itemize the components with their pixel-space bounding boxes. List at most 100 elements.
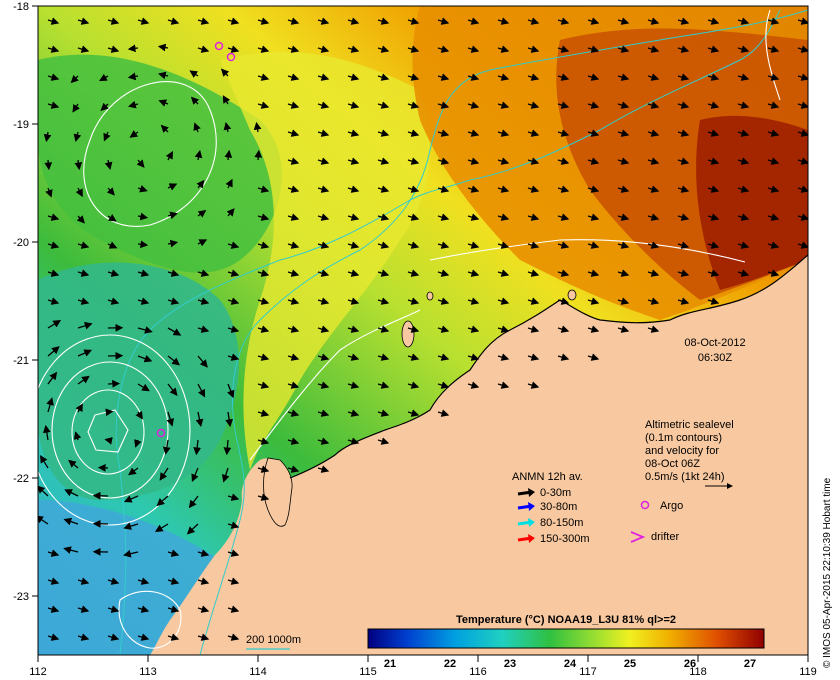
legend-arrowhead — [528, 518, 535, 527]
velocity-arrow — [347, 45, 360, 53]
velocity-arrow — [767, 45, 780, 53]
velocity-arrow — [317, 45, 330, 53]
colorbar-tick: 26 — [684, 658, 696, 670]
altimetry-line-5: 0.5m/s (1kt 24h) — [645, 471, 724, 483]
velocity-arrow — [197, 209, 207, 218]
altimetry-note: Altimetric sealevel (0.1m contours) and … — [645, 419, 734, 489]
velocity-arrow — [257, 241, 270, 249]
velocity-arrow — [188, 495, 199, 509]
velocity-arrow — [737, 185, 750, 193]
velocity-arrow — [707, 185, 720, 193]
velocity-arrow — [287, 101, 300, 109]
velocity-arrow — [156, 495, 169, 507]
velocity-arrow — [106, 187, 115, 196]
velocity-arrow — [107, 241, 118, 249]
velocity-arrow — [227, 325, 240, 333]
velocity-arrow — [407, 409, 420, 417]
velocity-arrow — [377, 213, 390, 221]
velocity-arrow — [77, 322, 93, 330]
x-tick-label: 119 — [799, 666, 817, 678]
legend-title: ANMN 12h av. — [512, 471, 583, 483]
velocity-arrow — [287, 297, 300, 305]
velocity-arrow — [317, 353, 330, 361]
velocity-arrow — [137, 297, 150, 305]
velocity-arrow — [617, 325, 630, 333]
velocity-arrow — [47, 297, 60, 305]
velocity-arrow — [797, 213, 808, 221]
velocity-arrow — [317, 185, 330, 193]
velocity-arrow — [227, 353, 240, 361]
velocity-arrow — [44, 159, 53, 171]
velocity-arrow — [617, 213, 630, 221]
velocity-arrow — [677, 185, 690, 193]
y-tick-label: -19 — [13, 119, 29, 131]
velocity-arrow — [437, 157, 450, 165]
velocity-arrow — [257, 269, 270, 277]
velocity-arrow — [167, 549, 180, 557]
velocity-arrow — [377, 353, 390, 361]
velocity-arrow — [587, 129, 600, 137]
velocity-arrow — [377, 325, 390, 333]
velocity-arrow — [677, 269, 690, 277]
coastline — [289, 254, 808, 479]
velocity-arrow — [223, 439, 232, 456]
velocity-arrow — [40, 454, 49, 469]
legend-arrowhead — [528, 502, 535, 511]
y-tick-label: -23 — [13, 591, 29, 603]
velocity-arrow — [497, 269, 510, 277]
x-tick-label: 113 — [139, 666, 157, 678]
velocity-arrow — [257, 101, 270, 109]
velocity-arrow — [317, 241, 330, 249]
velocity-arrow — [467, 73, 480, 81]
velocity-arrow — [107, 214, 117, 222]
velocity-arrow — [737, 101, 750, 109]
sst-patch-red — [696, 115, 808, 290]
eddy-contour-1 — [38, 334, 191, 526]
velocity-arrow — [47, 605, 60, 613]
velocity-arrow — [587, 241, 600, 249]
legend-label: 80-150m — [540, 517, 583, 529]
velocity-arrow — [767, 73, 780, 81]
velocity-arrow — [227, 549, 240, 557]
velocity-arrow — [257, 185, 270, 193]
velocity-arrow — [797, 185, 808, 193]
velocity-arrow — [70, 74, 79, 84]
legend-arrowhead — [528, 488, 535, 497]
velocity-arrow — [107, 17, 120, 25]
velocity-arrow — [317, 437, 330, 445]
velocity-arrow — [257, 297, 270, 305]
velocity-arrow — [254, 149, 263, 161]
velocity-arrow — [287, 213, 300, 221]
velocity-arrow — [104, 159, 113, 171]
velocity-arrow — [134, 439, 142, 448]
velocity-arrow — [707, 73, 720, 81]
velocity-arrow — [197, 605, 210, 613]
velocity-arrow — [407, 101, 420, 109]
velocity-arrow — [257, 493, 270, 501]
velocity-arrow — [527, 185, 540, 193]
velocity-arrow — [467, 269, 480, 277]
velocity-arrow — [137, 355, 153, 363]
velocity-arrow — [128, 100, 139, 109]
velocity-arrow — [197, 549, 210, 557]
velocity-arrow — [557, 17, 570, 25]
legend-item-150-300m: 150-300m — [517, 533, 590, 545]
velocity-arrow — [99, 73, 109, 82]
velocity-arrow — [437, 185, 450, 193]
velocity-arrow — [467, 353, 480, 361]
velocity-arrow — [221, 467, 230, 483]
velocity-arrow — [497, 45, 510, 53]
velocity-arrow — [47, 101, 60, 109]
velocity-arrow — [347, 437, 360, 445]
velocity-arrow — [224, 149, 233, 161]
island-small-2 — [426, 291, 434, 301]
velocity-arrow — [707, 129, 720, 137]
velocity-arrow — [127, 44, 139, 53]
velocity-arrow — [227, 17, 240, 25]
velocity-arrow — [257, 437, 270, 445]
colorbar-tick: 24 — [564, 658, 577, 670]
altimetry-line-4: 08-Oct 06Z — [645, 458, 700, 470]
y-axis: -18 -19 -20 -21 -22 -23 — [13, 1, 38, 603]
velocity-arrow — [677, 129, 690, 137]
velocity-arrow — [42, 424, 51, 441]
